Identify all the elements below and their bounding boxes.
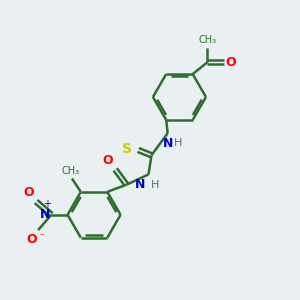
Text: CH₃: CH₃ bbox=[61, 166, 80, 176]
Text: S: S bbox=[122, 142, 132, 156]
Text: N: N bbox=[40, 208, 50, 221]
Text: N: N bbox=[135, 178, 146, 191]
Text: O: O bbox=[225, 56, 236, 69]
Text: O: O bbox=[26, 233, 37, 246]
Text: CH₃: CH₃ bbox=[198, 35, 217, 45]
Text: ⁻: ⁻ bbox=[39, 232, 45, 242]
Text: O: O bbox=[23, 186, 34, 199]
Text: +: + bbox=[43, 200, 51, 209]
Text: H: H bbox=[151, 180, 159, 190]
Text: H: H bbox=[174, 138, 182, 148]
Text: O: O bbox=[102, 154, 113, 167]
Text: N: N bbox=[163, 137, 173, 150]
